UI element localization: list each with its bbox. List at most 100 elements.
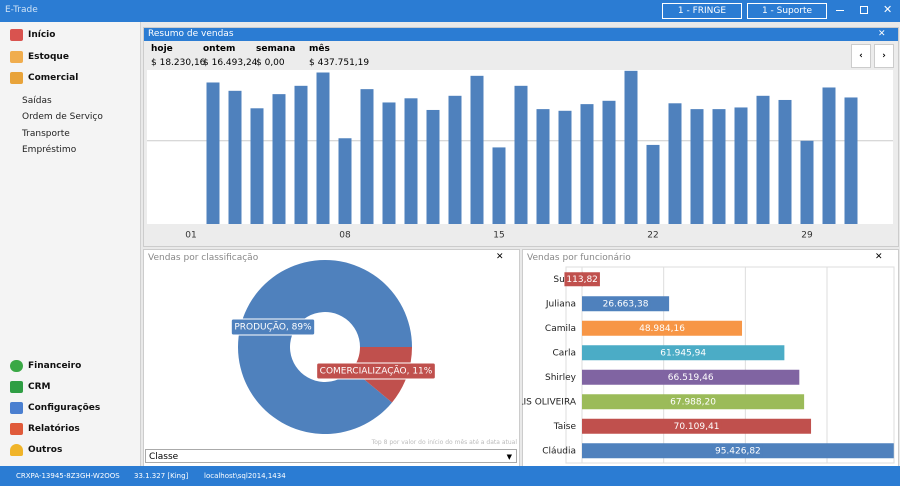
next-button[interactable]: › bbox=[874, 44, 894, 68]
submenu-item[interactable]: Ordem de Serviço bbox=[22, 112, 103, 122]
panel-title: Vendas por classificação bbox=[148, 253, 259, 263]
minimize-button[interactable] bbox=[836, 10, 844, 11]
submenu-item[interactable]: Empréstimo bbox=[22, 145, 77, 155]
close-button[interactable]: ✕ bbox=[883, 3, 893, 16]
value-label: 95.426,82 bbox=[715, 446, 761, 456]
slice-label: COMERCIALIZAÇÃO, 11% bbox=[320, 366, 433, 377]
value-label: 48.984,16 bbox=[639, 324, 685, 334]
bar bbox=[272, 94, 286, 225]
status-item: CRXPA-13945-8Z3GH-W2OOS bbox=[16, 472, 120, 480]
bar bbox=[822, 87, 836, 224]
prev-button[interactable]: ‹ bbox=[851, 44, 871, 68]
x-tick-label: 15 bbox=[493, 231, 504, 241]
y-tick-label: Camila bbox=[545, 324, 576, 334]
label-box bbox=[637, 321, 687, 336]
label-box bbox=[712, 443, 763, 458]
dropdown-value: Classe bbox=[149, 452, 179, 462]
title-bar: E-Trade 1 - FRINGE 1 - Suporte ✕ bbox=[0, 0, 900, 22]
y-tick-label: Taise bbox=[553, 422, 577, 432]
x-tick-label: 08 bbox=[339, 231, 351, 241]
y-tick-label: Carla bbox=[552, 348, 576, 358]
label-box bbox=[658, 345, 709, 360]
summary-label: mês bbox=[309, 44, 330, 54]
bar bbox=[624, 70, 638, 224]
label-box bbox=[564, 272, 600, 287]
bar bbox=[734, 107, 748, 224]
icon bbox=[10, 72, 23, 84]
x-tick-label: 22 bbox=[647, 231, 658, 241]
bar bbox=[690, 109, 704, 224]
summary-label: semana bbox=[256, 44, 296, 54]
bar bbox=[756, 95, 770, 224]
bar bbox=[712, 109, 726, 224]
window-title: E-Trade bbox=[5, 5, 38, 15]
bar-chart: 01 08 15 22 29 bbox=[147, 70, 893, 241]
label-box bbox=[671, 419, 722, 434]
menu-item[interactable]: CRM bbox=[28, 382, 51, 392]
menu-item[interactable]: Relatórios bbox=[28, 424, 80, 434]
submenu-item[interactable]: Saídas bbox=[22, 96, 52, 106]
value-label: 61.945,94 bbox=[660, 348, 706, 358]
label-box bbox=[230, 318, 316, 336]
bar bbox=[844, 97, 858, 224]
summary-value: $ 18.230,16 bbox=[151, 58, 206, 68]
summary-label: hoje bbox=[151, 44, 173, 54]
menu-item[interactable]: Financeiro bbox=[28, 361, 82, 371]
chart-note: Top 8 por valor do início do mês até a d… bbox=[371, 439, 517, 446]
bar bbox=[800, 140, 814, 224]
menu-item[interactable]: Estoque bbox=[28, 52, 69, 62]
value-label: 26.663,38 bbox=[603, 299, 649, 309]
class-dropdown[interactable]: Classe ▼ bbox=[145, 449, 517, 463]
summary-value: $ 16.493,24 bbox=[203, 58, 258, 68]
bar bbox=[492, 147, 506, 224]
menu-item[interactable]: Início bbox=[28, 30, 56, 40]
bar bbox=[536, 109, 550, 224]
x-tick-label: 01 bbox=[185, 231, 196, 241]
bar bbox=[404, 98, 418, 224]
y-tick-label: ELIS OLIVEIRA bbox=[522, 397, 577, 407]
panel-title: Resumo de vendas bbox=[144, 28, 898, 41]
bar bbox=[206, 82, 220, 224]
value-label: 70.109,41 bbox=[674, 422, 720, 432]
bar bbox=[514, 85, 528, 224]
menu-item[interactable]: Outros bbox=[28, 445, 63, 455]
hbar-chart: Supo113,82Juliana26.663,38Camila48.984,1… bbox=[522, 266, 895, 464]
icon bbox=[10, 444, 23, 456]
panel-pin[interactable]: ✕ bbox=[878, 29, 886, 39]
icon bbox=[10, 360, 23, 372]
panel-title: Vendas por funcionário bbox=[527, 253, 631, 263]
y-tick-label: Cláudia bbox=[542, 446, 576, 456]
slice-label: PRODUÇÃO, 89% bbox=[234, 322, 312, 333]
bar bbox=[426, 109, 440, 224]
bar bbox=[316, 72, 330, 224]
user-button[interactable]: 1 - Suporte bbox=[747, 3, 827, 19]
summary-value: $ 0,00 bbox=[256, 58, 285, 68]
submenu-item[interactable]: Transporte bbox=[22, 129, 70, 139]
y-tick-label: Juliana bbox=[545, 299, 576, 309]
icon bbox=[10, 29, 23, 41]
bar bbox=[602, 100, 616, 224]
icon bbox=[10, 423, 23, 435]
icon bbox=[10, 51, 23, 63]
status-item: 33.1.327 [King] bbox=[134, 472, 189, 480]
panel-close[interactable]: ✕ bbox=[496, 252, 504, 262]
bar bbox=[338, 138, 352, 224]
value-label: 113,82 bbox=[566, 275, 598, 285]
value-label: 67.988,20 bbox=[670, 397, 716, 407]
menu-item[interactable]: Comercial bbox=[28, 73, 79, 83]
panel-close[interactable]: ✕ bbox=[875, 252, 883, 262]
y-tick-label: Shirley bbox=[545, 373, 577, 383]
icon bbox=[10, 381, 23, 393]
bar bbox=[360, 89, 374, 224]
summary-label: ontem bbox=[203, 44, 236, 54]
company-button[interactable]: 1 - FRINGE bbox=[662, 3, 742, 19]
status-item: localhost\sql2014,1434 bbox=[204, 472, 286, 480]
menu-item[interactable]: Configurações bbox=[28, 403, 101, 413]
bar bbox=[558, 110, 572, 224]
restore-button[interactable] bbox=[860, 6, 868, 14]
sidebar: Início Estoque Comercial Saídas Ordem de… bbox=[0, 22, 141, 466]
label-box bbox=[316, 362, 436, 380]
label-box bbox=[668, 394, 718, 409]
bar bbox=[778, 99, 792, 224]
status-bar: CRXPA-13945-8Z3GH-W2OOS 33.1.327 [King] … bbox=[0, 466, 900, 486]
